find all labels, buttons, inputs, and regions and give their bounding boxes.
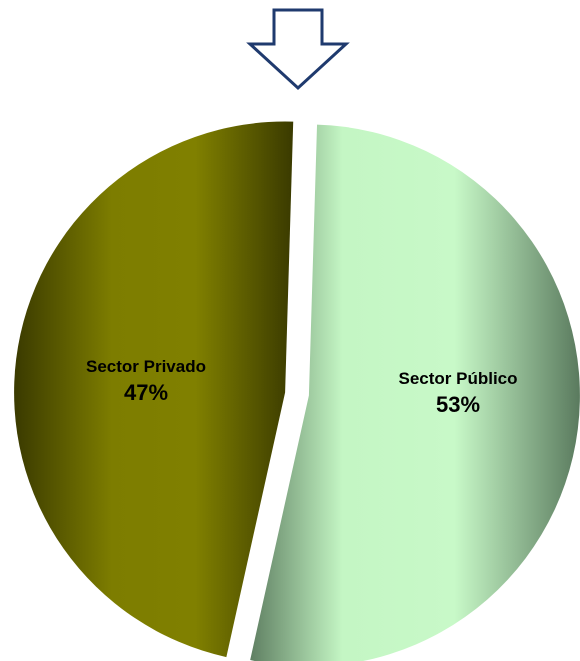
pie-slice-sector-privado <box>14 121 294 658</box>
slice-label-name: Sector Público <box>398 369 517 388</box>
slice-label-value: 53% <box>436 392 480 417</box>
slice-label-value: 47% <box>124 380 168 405</box>
pie-slice-sector-publico <box>250 124 580 661</box>
down-arrow-icon <box>246 8 350 91</box>
slice-label-name: Sector Privado <box>86 357 206 376</box>
